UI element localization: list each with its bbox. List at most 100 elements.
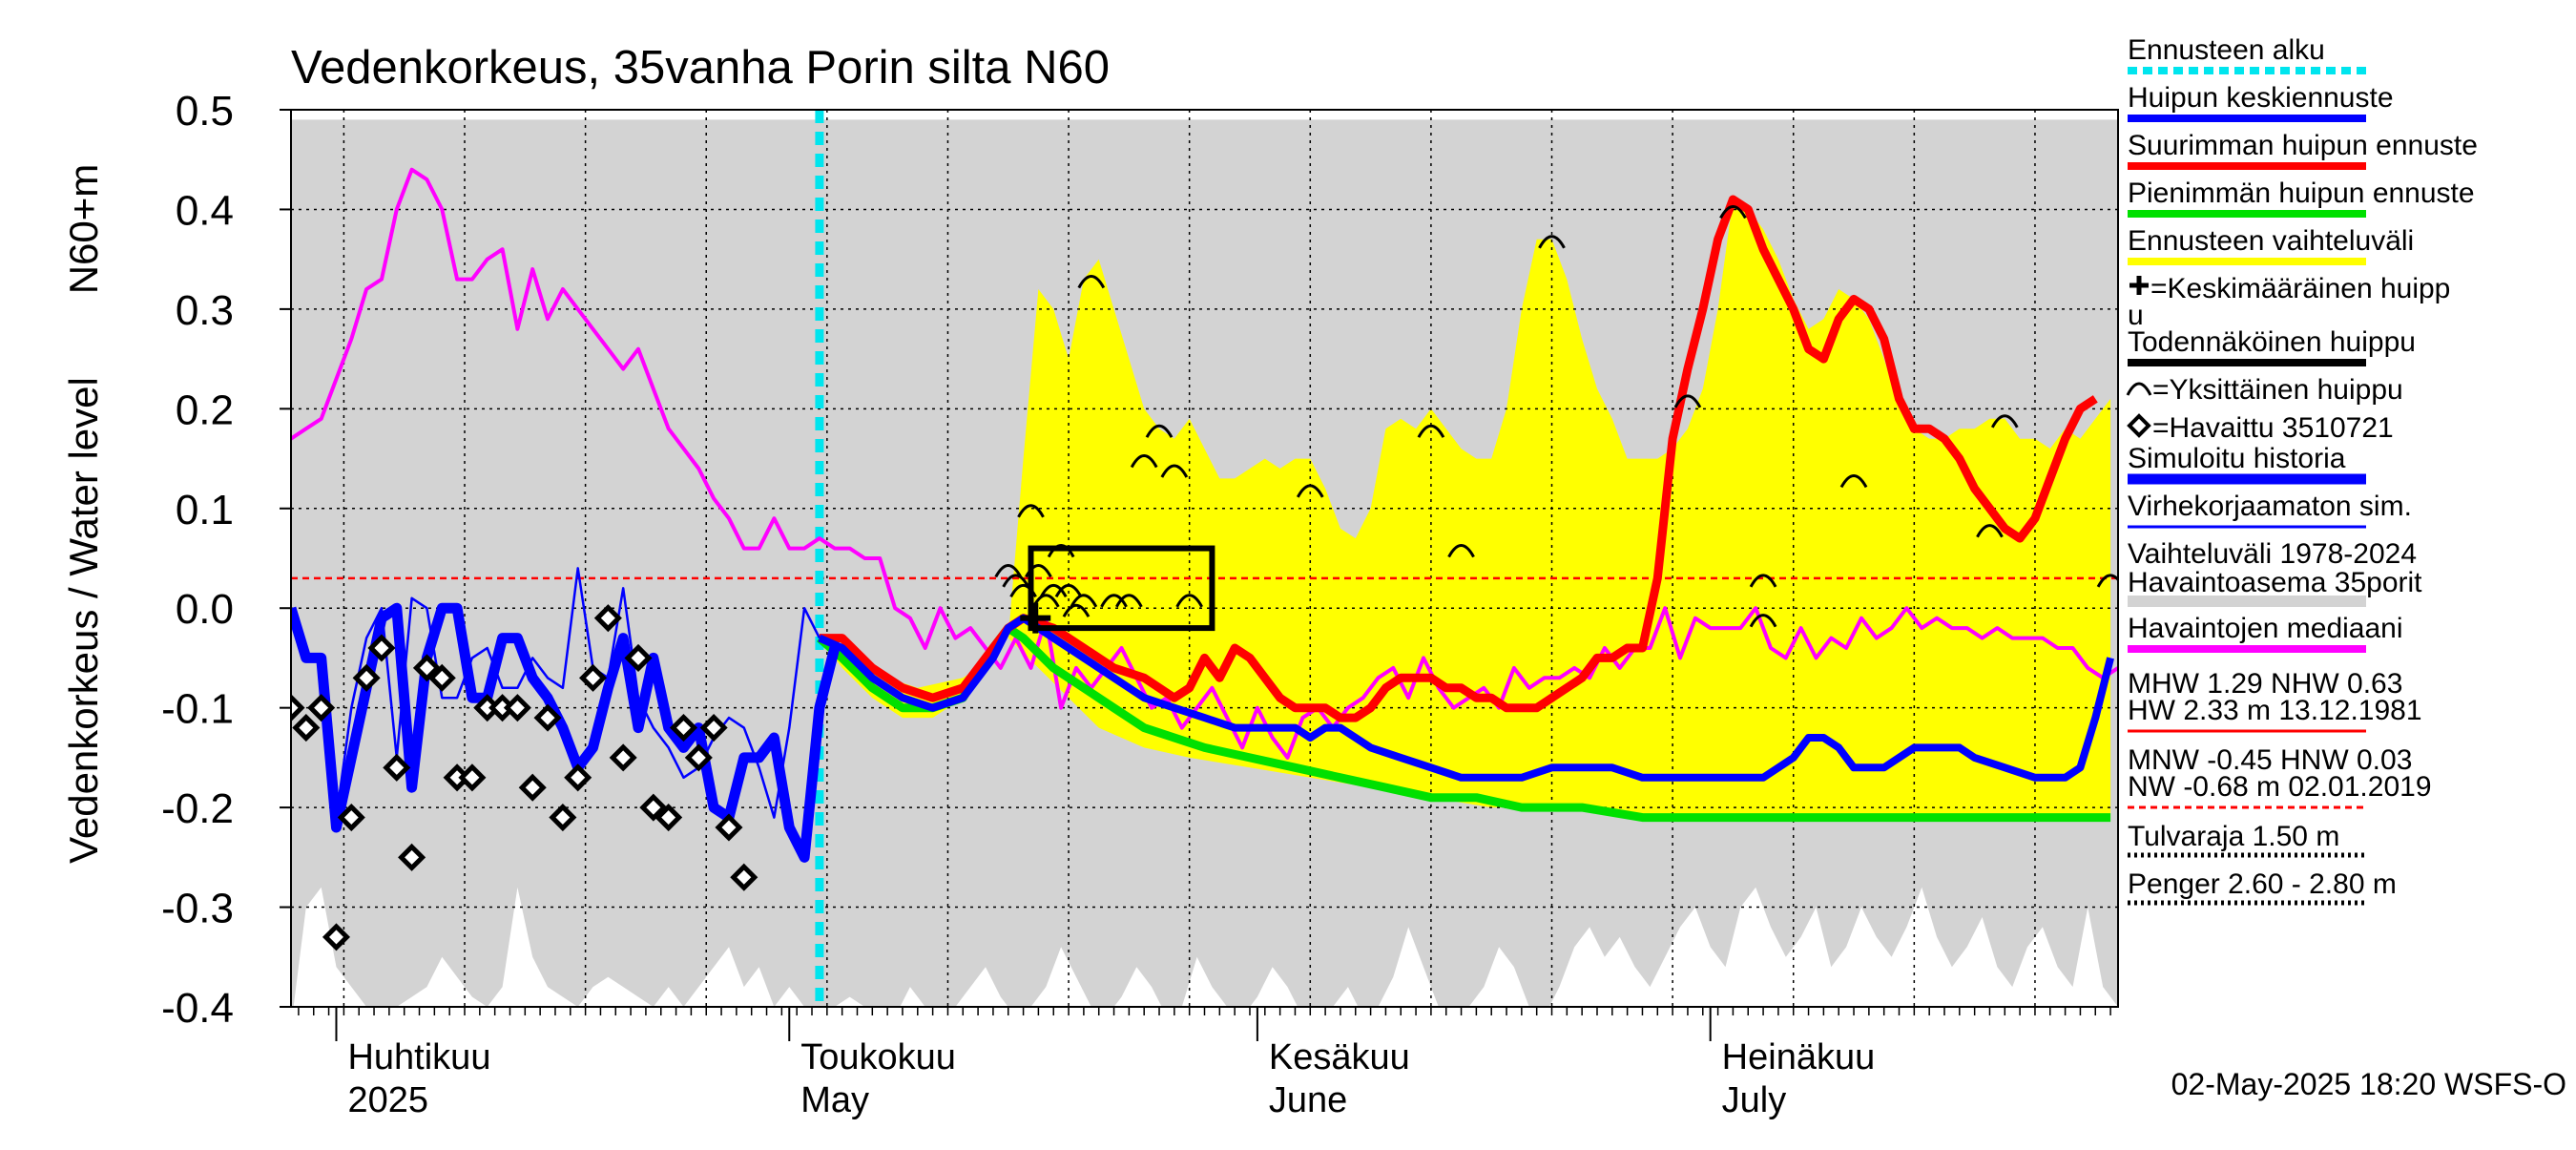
- observed-point: [533, 703, 562, 732]
- legend-plus-symbol: [2129, 276, 2149, 295]
- y-tick-label: 0.3: [176, 287, 234, 334]
- month-sublabel: May: [800, 1080, 869, 1120]
- observed-point: [307, 694, 336, 722]
- observed-point: [352, 663, 381, 692]
- y-tick-label: -0.3: [161, 886, 234, 932]
- observed-point: [337, 804, 365, 832]
- chart-title: Vedenkorkeus, 35vanha Porin silta N60: [291, 42, 1110, 94]
- observed-point: [367, 634, 396, 662]
- axes: 0.5 0.4 0.3 0.2 0.1 0.0 -0.1 -0.2 -0.3 -0.4 Huhtik…: [161, 88, 2119, 1120]
- observed-point: [398, 843, 426, 871]
- single-peak-marker: [1175, 594, 1203, 608]
- observed-point: [639, 793, 668, 822]
- simulated-history-line: [291, 602, 841, 863]
- observed-point: [609, 743, 637, 772]
- month-label: Heinäkuu: [1722, 1037, 1876, 1077]
- single-peak-marker: [1990, 414, 2019, 429]
- legend-label-continued: Havaintoasema 35porit: [2128, 567, 2422, 598]
- single-peak-marker: [1002, 574, 1029, 588]
- single-peak-marker: [1115, 594, 1143, 608]
- observed-point: [427, 663, 456, 692]
- single-peak-marker: [1145, 424, 1174, 438]
- observed-point: [564, 763, 592, 792]
- single-peak-marker: [1077, 275, 1106, 289]
- observed-point: [322, 923, 351, 951]
- observed-point: [292, 714, 321, 742]
- y-axis-unit: N60+m: [61, 164, 106, 295]
- single-peak-marker: [1100, 594, 1128, 608]
- legend-label: Huipun keskiennuste: [2128, 82, 2394, 114]
- stats-label: MHW 1.29 NHW 0.63: [2128, 668, 2402, 700]
- legend-arc-symbol: [2126, 382, 2152, 396]
- single-peak-marker: [1054, 583, 1083, 598]
- legend-label: Vaihteluväli 1978-2024: [2128, 538, 2417, 570]
- legend-label: Virhekorjaamaton sim.: [2128, 491, 2412, 522]
- month-label: Huhtikuu: [347, 1037, 490, 1077]
- month-label: Kesäkuu: [1269, 1037, 1410, 1077]
- single-peak-marker: [1039, 583, 1068, 598]
- y-tick-label: 0.4: [176, 187, 234, 234]
- plot-content: [291, 110, 2118, 1007]
- stats-label: Tulvaraja 1.50 m: [2128, 821, 2339, 852]
- legend-label-continued: u: [2128, 300, 2144, 331]
- y-tick-label: 0.2: [176, 387, 234, 433]
- single-peak-marker: [1673, 394, 1702, 408]
- plot-area: [291, 110, 2118, 1007]
- legend-label: =Havaittu 3510721: [2152, 412, 2394, 444]
- observed-point: [383, 753, 411, 782]
- observed-point: [684, 743, 713, 772]
- month-label: Toukokuu: [800, 1037, 956, 1077]
- observed-point: [715, 813, 743, 842]
- single-peak-marker: [1749, 574, 1777, 588]
- month-sublabel: 2025: [347, 1080, 428, 1120]
- observed-point: [654, 804, 683, 832]
- single-peak-marker: [1017, 504, 1045, 518]
- stats-label: Penger 2.60 - 2.80 m: [2128, 868, 2397, 900]
- y-tick-label: 0.1: [176, 487, 234, 533]
- legend: Ennusteen alku Huipun keskiennuste Suurimm…: [2126, 34, 2478, 906]
- observed-point: [669, 714, 698, 742]
- legend-label: Todennäköinen huippu: [2128, 326, 2416, 358]
- forecast-range-band: [819, 199, 2111, 818]
- y-axis-label: Vedenkorkeus / Water level: [61, 377, 106, 864]
- single-peak-marker: [1749, 614, 1777, 628]
- month-sublabel: July: [1722, 1080, 1787, 1120]
- max-peak-forecast-line: [819, 195, 2098, 722]
- month-sublabel: June: [1269, 1080, 1347, 1120]
- single-peak-marker: [1447, 544, 1475, 558]
- observed-point: [412, 654, 441, 682]
- single-peak-marker: [1062, 603, 1091, 617]
- single-peak-marker: [1719, 204, 1747, 220]
- observed-point: [730, 863, 758, 891]
- median-observed-line: [291, 167, 2118, 760]
- y-tick-label: 0.5: [176, 88, 234, 135]
- probable-peak-box: [1028, 545, 1215, 632]
- stats-label: HW 2.33 m 13.12.1981: [2128, 695, 2422, 726]
- footer-timestamp: 02-May-2025 18:20 WSFS-O: [2171, 1067, 2566, 1101]
- legend-label: Simuloitu historia: [2128, 443, 2346, 474]
- observed-point: [624, 643, 653, 672]
- single-peak-marker: [1538, 235, 1566, 249]
- y-tick-label: -0.2: [161, 785, 234, 832]
- single-peak-marker: [1160, 464, 1189, 478]
- single-peak-marker: [1070, 594, 1098, 608]
- single-peak-marker: [1296, 484, 1324, 498]
- legend-label: Havaintojen mediaani: [2128, 613, 2403, 644]
- observed-point: [593, 604, 622, 633]
- single-peak-marker: [994, 563, 1023, 578]
- y-tick-label: 0.0: [176, 586, 234, 633]
- y-tick-label: -0.1: [161, 686, 234, 733]
- legend-label: Suurimman huipun ennuste: [2128, 130, 2478, 161]
- observed-point: [291, 694, 305, 722]
- single-peak-marker: [1976, 524, 2004, 538]
- observed-point: [503, 694, 531, 722]
- single-peak-marker: [1839, 473, 1868, 489]
- single-peak-marker: [1130, 454, 1158, 469]
- mean-peak-marker: [1020, 602, 1051, 634]
- legend-label: Pienimmän huipun ennuste: [2128, 178, 2475, 209]
- legend-label: Ennusteen vaihteluväli: [2128, 225, 2414, 257]
- legend-label: Ennusteen alku: [2128, 34, 2325, 66]
- legend-label: =Yksittäinen huippu: [2152, 374, 2403, 406]
